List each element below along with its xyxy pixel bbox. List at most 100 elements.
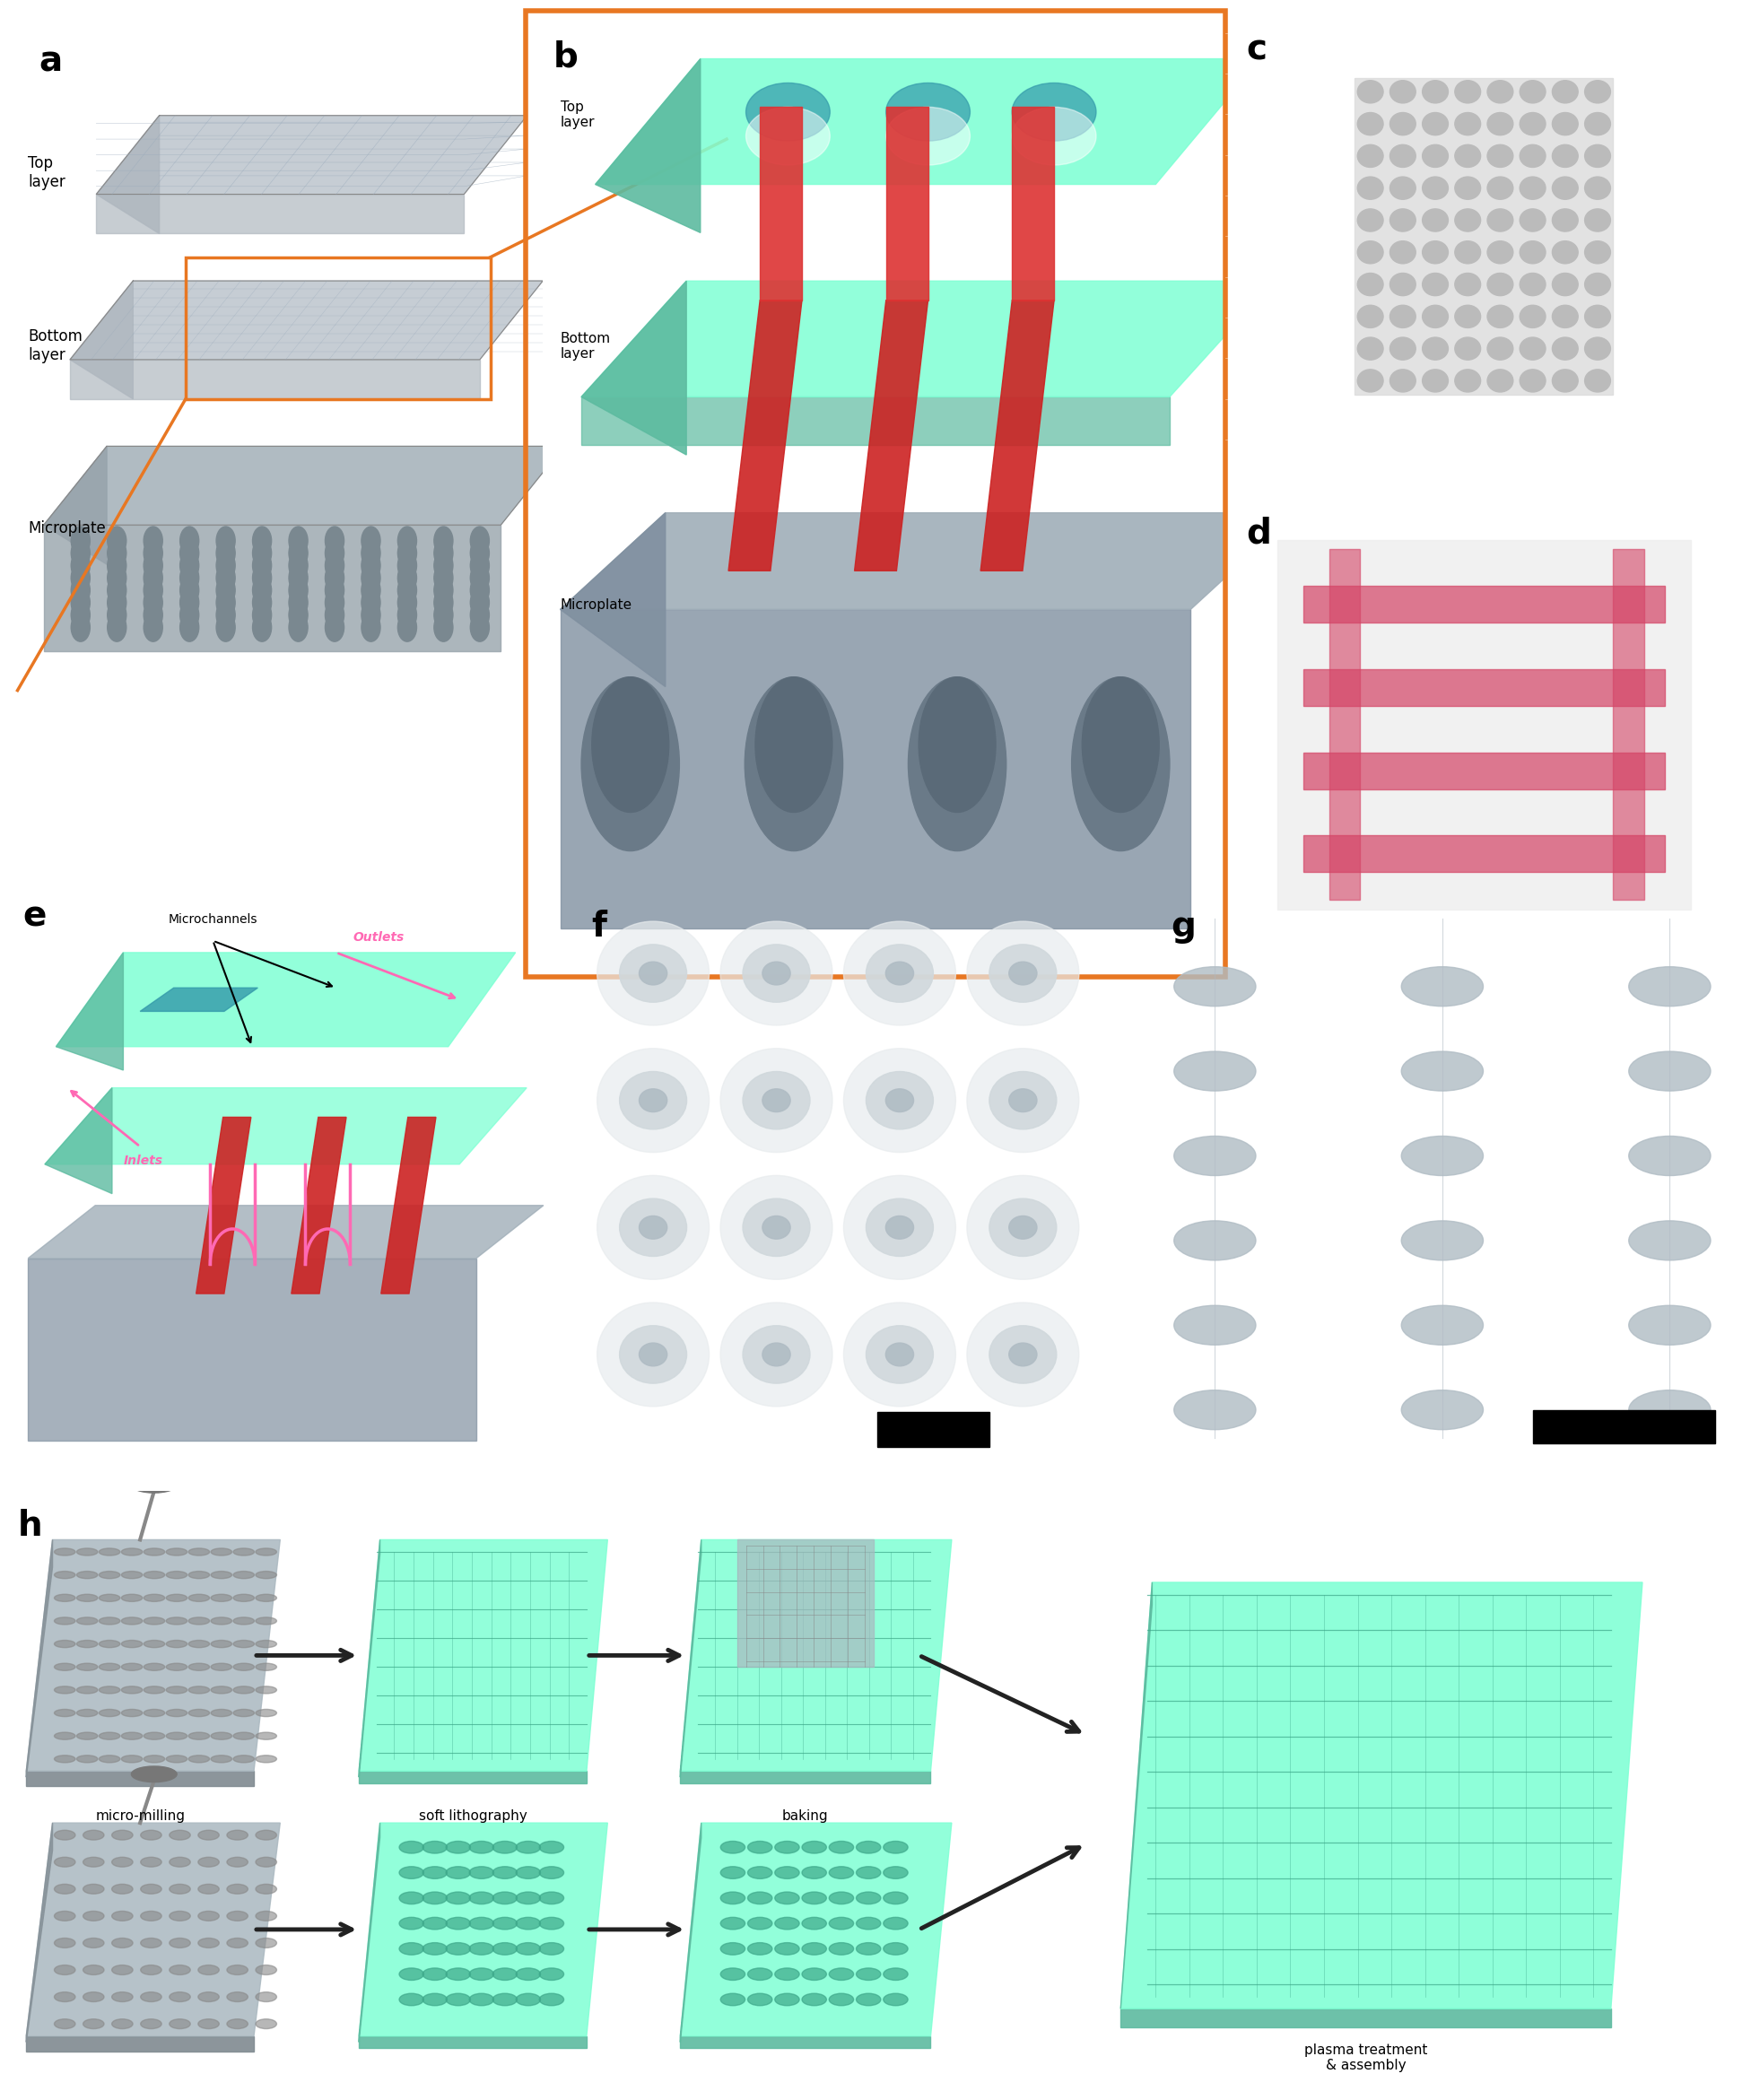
Circle shape (1455, 304, 1481, 328)
Ellipse shape (867, 1199, 933, 1256)
Circle shape (121, 1594, 142, 1602)
Circle shape (166, 1732, 187, 1739)
Ellipse shape (762, 962, 790, 985)
Ellipse shape (140, 2018, 161, 2029)
Circle shape (72, 540, 89, 567)
Circle shape (1487, 338, 1513, 359)
Circle shape (189, 1594, 210, 1602)
Ellipse shape (721, 1842, 746, 1854)
Circle shape (434, 552, 454, 580)
Ellipse shape (746, 107, 830, 166)
Ellipse shape (469, 1993, 494, 2005)
Circle shape (397, 540, 417, 567)
Ellipse shape (1009, 1216, 1037, 1239)
Ellipse shape (1401, 1052, 1483, 1090)
Polygon shape (560, 512, 1296, 609)
Circle shape (1422, 273, 1448, 296)
Circle shape (100, 1709, 121, 1716)
Circle shape (166, 1640, 187, 1649)
Circle shape (210, 1709, 231, 1716)
Ellipse shape (198, 1966, 219, 1974)
Text: baking: baking (783, 1808, 828, 1823)
Ellipse shape (844, 922, 956, 1025)
Circle shape (1551, 304, 1578, 328)
Circle shape (180, 613, 200, 643)
Ellipse shape (228, 1938, 249, 1949)
Circle shape (100, 1640, 121, 1649)
Circle shape (72, 575, 89, 605)
Circle shape (252, 540, 271, 567)
Polygon shape (70, 281, 133, 399)
Polygon shape (679, 2037, 932, 2048)
Polygon shape (581, 397, 1170, 445)
Ellipse shape (170, 1884, 191, 1894)
Circle shape (1455, 80, 1481, 103)
Ellipse shape (774, 1993, 798, 2005)
Circle shape (397, 575, 417, 605)
Polygon shape (26, 1539, 53, 1777)
Ellipse shape (228, 1966, 249, 1974)
Circle shape (1390, 113, 1417, 134)
Ellipse shape (1009, 962, 1037, 985)
Ellipse shape (802, 1867, 826, 1879)
Circle shape (361, 540, 380, 567)
Ellipse shape (884, 1892, 909, 1905)
Ellipse shape (884, 1943, 909, 1955)
Ellipse shape (802, 1943, 826, 1955)
Ellipse shape (54, 1884, 75, 1894)
Ellipse shape (720, 1176, 832, 1279)
Circle shape (189, 1548, 210, 1556)
Ellipse shape (856, 1943, 881, 1955)
Ellipse shape (856, 1917, 881, 1930)
Circle shape (144, 527, 163, 554)
Circle shape (121, 1548, 142, 1556)
Circle shape (1585, 304, 1611, 328)
Ellipse shape (1628, 966, 1711, 1006)
Polygon shape (560, 512, 665, 687)
Circle shape (1520, 80, 1546, 103)
Ellipse shape (539, 1892, 564, 1905)
Ellipse shape (228, 1856, 249, 1867)
Circle shape (256, 1617, 277, 1625)
Circle shape (189, 1617, 210, 1625)
Circle shape (131, 1766, 177, 1783)
Ellipse shape (856, 1892, 881, 1905)
Polygon shape (679, 1823, 953, 2037)
Circle shape (217, 563, 235, 592)
Ellipse shape (469, 1968, 494, 1980)
Polygon shape (595, 59, 1261, 185)
Circle shape (256, 1594, 277, 1602)
Ellipse shape (886, 1344, 914, 1367)
Ellipse shape (198, 1938, 219, 1949)
Circle shape (1422, 113, 1448, 134)
Ellipse shape (1173, 1390, 1255, 1430)
Ellipse shape (112, 2018, 133, 2029)
Ellipse shape (1628, 1390, 1711, 1430)
Ellipse shape (170, 1856, 191, 1867)
Ellipse shape (82, 1938, 103, 1949)
Circle shape (233, 1594, 254, 1602)
Ellipse shape (140, 1911, 161, 1922)
Polygon shape (1121, 1583, 1642, 2008)
Circle shape (1487, 113, 1513, 134)
Circle shape (256, 1663, 277, 1672)
Bar (1303, 752, 1665, 790)
Circle shape (180, 575, 200, 605)
Circle shape (1422, 338, 1448, 359)
Circle shape (217, 527, 235, 554)
Circle shape (289, 601, 308, 630)
Ellipse shape (989, 1325, 1056, 1384)
Ellipse shape (1628, 1306, 1711, 1344)
Ellipse shape (884, 1867, 909, 1879)
Circle shape (256, 1709, 277, 1716)
Circle shape (233, 1732, 254, 1739)
Ellipse shape (774, 1892, 798, 1905)
Ellipse shape (774, 1943, 798, 1955)
Ellipse shape (639, 962, 667, 985)
Circle shape (434, 613, 454, 643)
Circle shape (1422, 370, 1448, 393)
Circle shape (1422, 176, 1448, 200)
Ellipse shape (517, 1892, 541, 1905)
Circle shape (1422, 145, 1448, 168)
Polygon shape (595, 59, 700, 233)
